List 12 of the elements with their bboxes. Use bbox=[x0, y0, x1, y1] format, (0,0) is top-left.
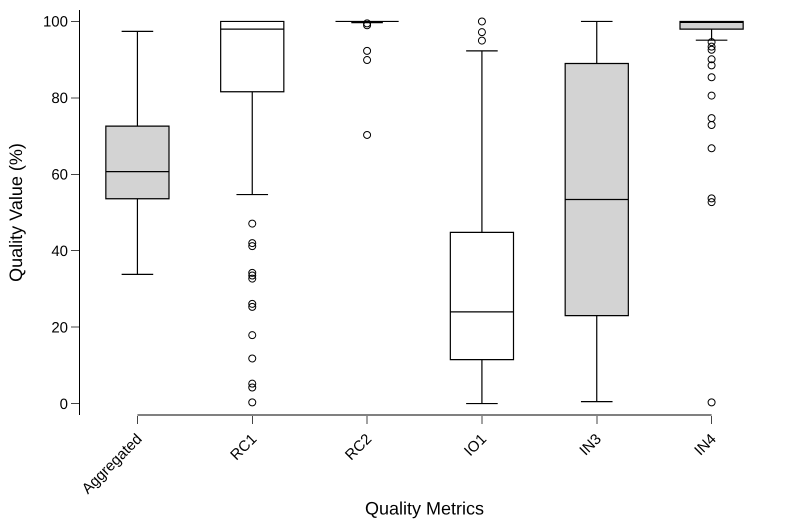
y-tick-label: 100 bbox=[42, 14, 68, 31]
x-tick-label: RC1 bbox=[227, 430, 260, 464]
y-tick-label: 40 bbox=[51, 242, 68, 260]
x-tick-label: IN3 bbox=[576, 430, 605, 460]
x-tick-label: IO1 bbox=[460, 430, 490, 460]
y-tick-label: 80 bbox=[51, 90, 68, 108]
x-axis-title: Quality Metrics bbox=[364, 498, 484, 519]
y-axis-title: Quality Value (%) bbox=[6, 143, 26, 282]
y-tick-label: 20 bbox=[51, 319, 68, 336]
y-tick-label: 60 bbox=[51, 166, 68, 184]
x-tick-label: IN4 bbox=[691, 430, 720, 460]
y-tick-label: 0 bbox=[60, 396, 68, 413]
